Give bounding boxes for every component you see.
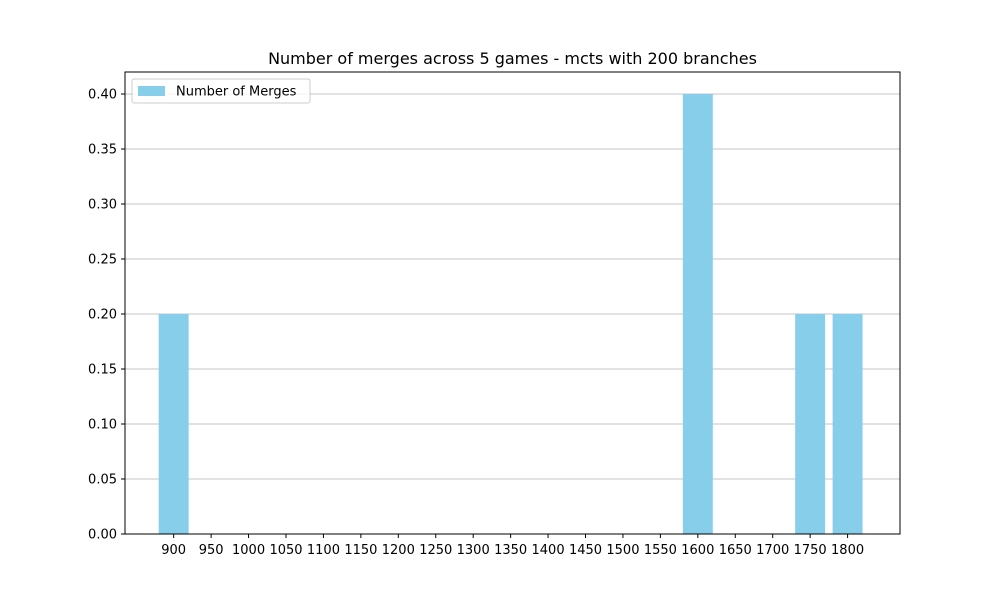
y-tick-label: 0.35 [88,143,117,158]
x-tick-label: 1800 [831,543,864,558]
x-tick-label: 1250 [419,543,452,558]
y-axis: 0.00 0.05 0.10 0.15 0.20 0.25 0.30 0.35 0.40 [88,88,125,543]
x-tick-label: 1300 [457,543,490,558]
bars [158,94,863,534]
x-tick-label: 1650 [719,543,752,558]
y-tick-label: 0.25 [88,253,117,268]
x-axis: 900 950 1000 1050 1100 1150 1200 1250 1300 1350 14… [161,534,864,558]
bar [795,314,826,534]
x-tick-label: 1100 [307,543,340,558]
x-tick-label: 1600 [681,543,714,558]
x-tick-label: 1000 [232,543,265,558]
bar [158,314,189,534]
x-tick-label: 1350 [494,543,527,558]
y-tick-label: 0.20 [88,308,117,323]
x-tick-label: 950 [199,543,224,558]
plot-area-frame [124,71,901,535]
y-tick-label: 0.30 [88,198,117,213]
x-tick-label: 1550 [644,543,677,558]
chart-title: Number of merges across 5 games - mcts w… [268,49,757,68]
x-tick-label: 1700 [756,543,789,558]
x-tick-label: 1150 [344,543,377,558]
y-tick-label: 0.05 [88,473,117,488]
y-tick-label: 0.40 [88,88,117,103]
x-tick-label: 1200 [382,543,415,558]
legend-label: Number of Merges [176,85,297,100]
y-tick-label: 0.15 [88,363,117,378]
y-tick-label: 0.00 [88,528,117,543]
grid-lines [125,93,900,535]
x-tick-label: 1750 [794,543,827,558]
bar [682,94,713,534]
x-tick-label: 1450 [569,543,602,558]
y-tick-label: 0.10 [88,418,117,433]
legend: Number of Merges [131,78,311,104]
x-tick-label: 1400 [532,543,565,558]
legend-box [131,78,311,104]
legend-swatch [138,86,165,96]
x-tick-label: 1050 [269,543,302,558]
x-tick-label: 900 [161,543,186,558]
bar [832,314,863,534]
x-tick-label: 1500 [606,543,639,558]
